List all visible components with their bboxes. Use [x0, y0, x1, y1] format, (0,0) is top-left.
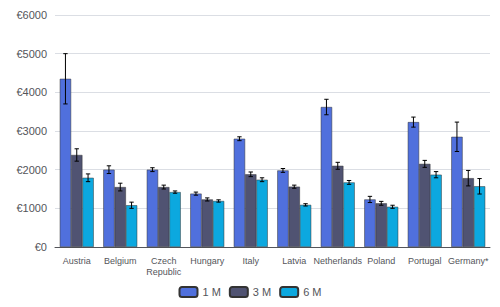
svg-text:€5000: €5000: [16, 48, 47, 60]
svg-text:Portugal: Portugal: [408, 256, 442, 266]
svg-text:Austria: Austria: [63, 256, 91, 266]
svg-text:€2000: €2000: [16, 164, 47, 176]
svg-text:€0: €0: [35, 241, 47, 253]
svg-text:Italy: Italy: [242, 256, 259, 266]
svg-text:Hungary: Hungary: [190, 256, 225, 266]
svg-text:Czech: Czech: [151, 256, 177, 266]
svg-text:€4000: €4000: [16, 86, 47, 98]
svg-text:Germany*: Germany*: [448, 256, 489, 266]
svg-text:1 M: 1 M: [202, 286, 220, 298]
svg-text:Poland: Poland: [367, 256, 395, 266]
svg-text:3 M: 3 M: [253, 286, 271, 298]
svg-text:€3000: €3000: [16, 125, 47, 137]
svg-text:Republic: Republic: [146, 267, 182, 277]
svg-text:Netherlands: Netherlands: [313, 256, 362, 266]
svg-text:€6000: €6000: [16, 9, 47, 21]
svg-text:Belgium: Belgium: [104, 256, 137, 266]
svg-text:Latvia: Latvia: [282, 256, 306, 266]
svg-text:6 M: 6 M: [303, 286, 321, 298]
svg-text:€1000: €1000: [16, 202, 47, 214]
